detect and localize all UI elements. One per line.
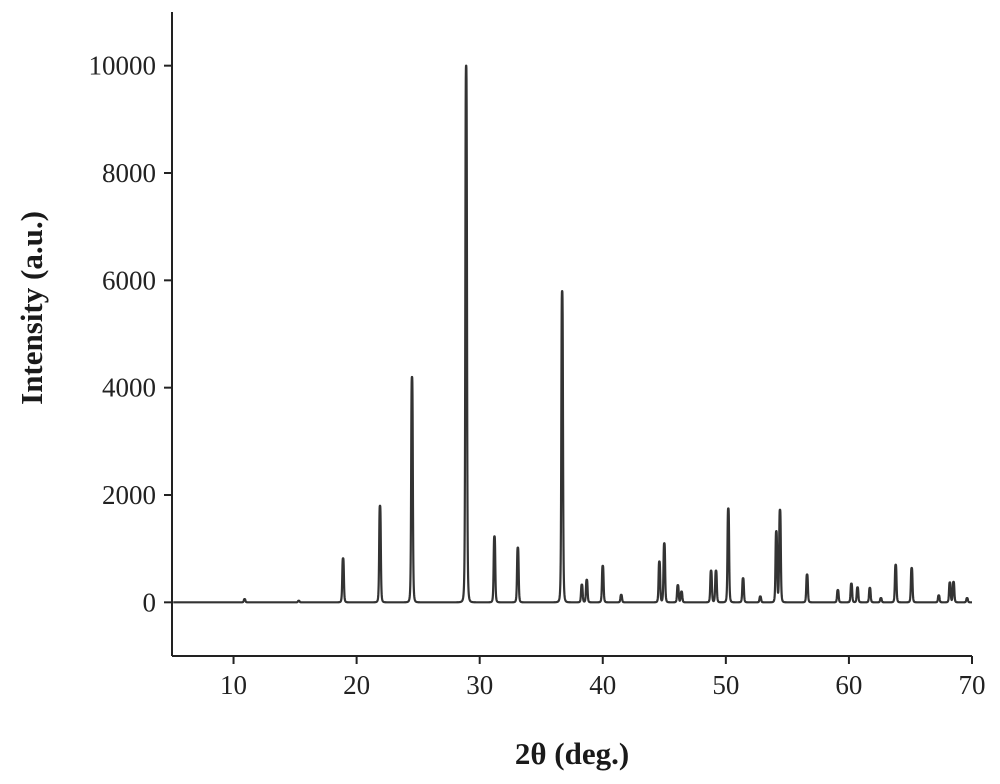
y-axis-title: Intensity (a.u.): [14, 211, 49, 405]
x-tick-label: 60: [835, 670, 862, 700]
x-tick-label: 70: [959, 670, 986, 700]
x-tick-label: 50: [712, 670, 739, 700]
x-tick-label: 10: [220, 670, 247, 700]
x-axis-title: 2θ (deg.): [515, 736, 629, 771]
y-axis-ticks: 0 2000 4000 6000 8000 10000: [89, 51, 172, 617]
x-tick-label: 20: [343, 670, 370, 700]
y-tick-label: 10000: [89, 51, 157, 81]
y-tick-label: 4000: [102, 373, 156, 403]
y-tick-label: 0: [143, 587, 157, 617]
x-axis-ticks: 10 20 30 40 50 60 70: [220, 656, 986, 700]
x-tick-label: 30: [466, 670, 493, 700]
diffraction-pattern-line: [172, 64, 973, 604]
y-tick-label: 2000: [102, 480, 156, 510]
y-tick-label: 6000: [102, 265, 156, 295]
x-tick-label: 40: [589, 670, 616, 700]
y-tick-label: 8000: [102, 158, 156, 188]
